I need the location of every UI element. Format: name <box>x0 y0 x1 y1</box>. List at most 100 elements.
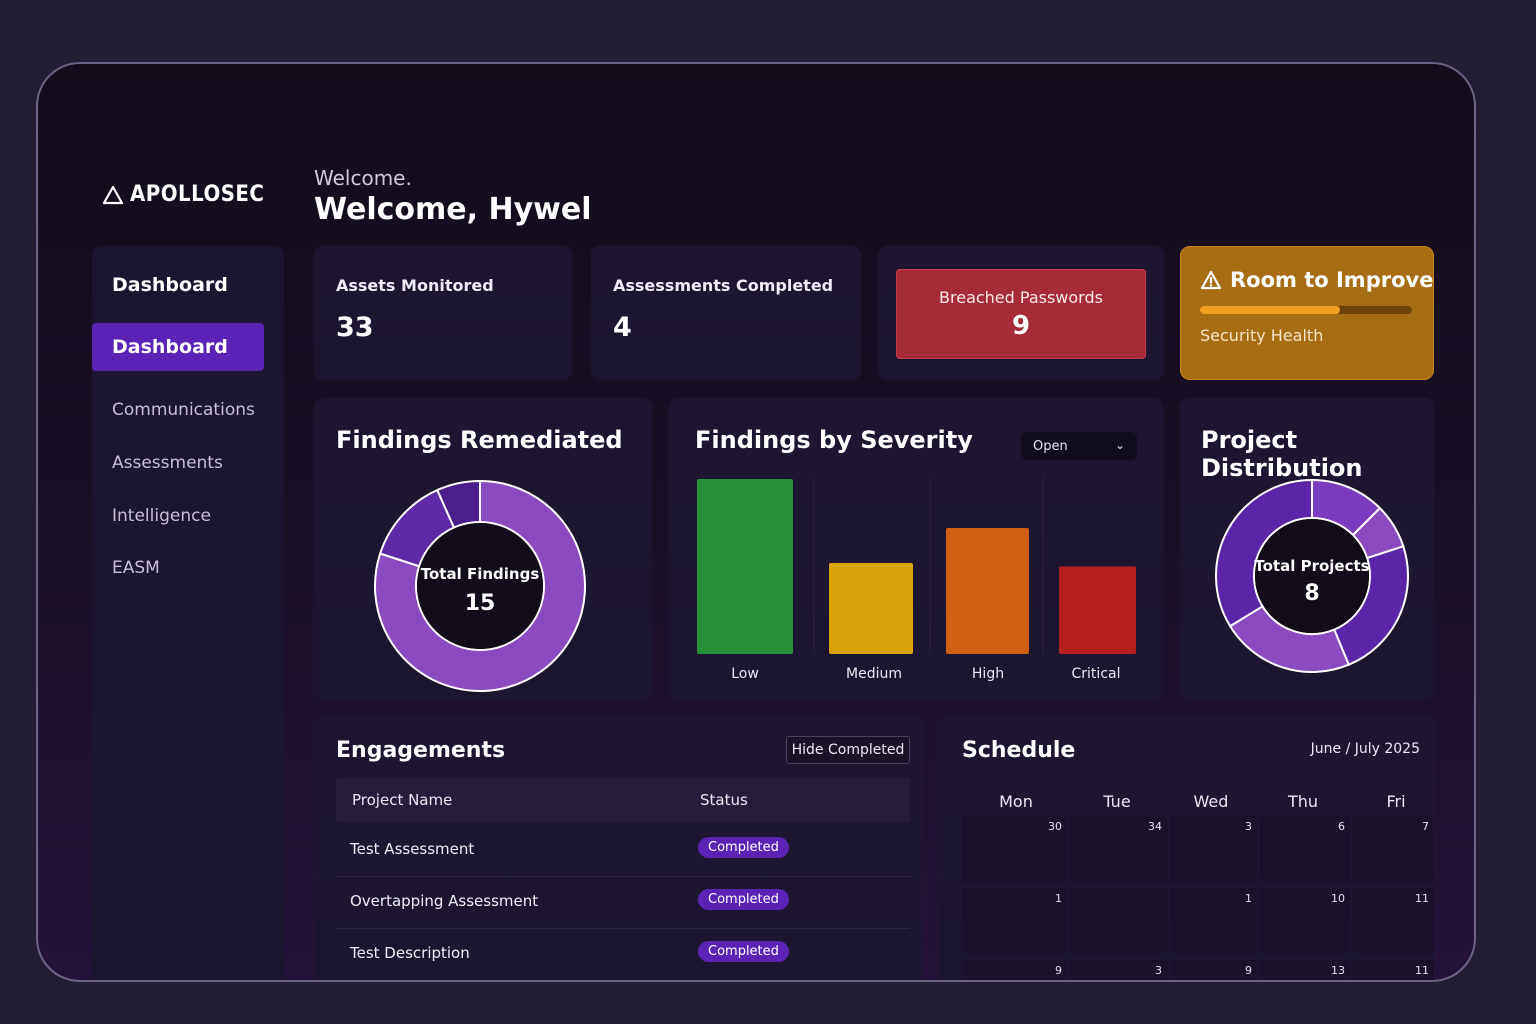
calendar-date: 3 <box>1155 964 1162 977</box>
calendar-date: 3 <box>1245 820 1252 833</box>
findings-remediated-donut: Total Findings 15 <box>374 479 586 692</box>
calendar-date: 13 <box>1331 964 1345 977</box>
calendar-day-cell[interactable]: 3 <box>1170 816 1257 882</box>
calendar-date: 11 <box>1415 892 1429 905</box>
bar-label-critical: Critical <box>1071 666 1121 682</box>
calendar-day-cell[interactable]: 3 <box>1070 960 1167 980</box>
calendar-day-cell[interactable]: 13 <box>1260 960 1350 980</box>
day-header-tue: Tue <box>1103 792 1131 811</box>
calendar-day-cell[interactable]: 30 <box>962 816 1067 882</box>
severity-bar-low[interactable] <box>697 479 793 654</box>
stat-card-assessments[interactable]: Assessments Completed 4 <box>591 246 861 380</box>
calendar-date: 34 <box>1148 820 1162 833</box>
column-header-status[interactable]: Status <box>700 791 748 809</box>
donut-slice-3[interactable] <box>435 479 481 529</box>
panel-title: Findings by Severity <box>695 426 973 454</box>
calendar-day-cell[interactable]: 6 <box>1260 816 1350 882</box>
calendar-day-cell[interactable]: 1 <box>962 888 1067 954</box>
security-health-label: Security Health <box>1200 326 1324 345</box>
day-header-thu: Thu <box>1287 792 1319 811</box>
donut-slice-5[interactable] <box>1215 478 1313 628</box>
hide-completed-button[interactable]: Hide Completed <box>786 736 910 764</box>
chevron-down-icon: ⌄ <box>1114 438 1125 452</box>
sidebar: Dashboard Dashboard Communications Asses… <box>92 246 284 980</box>
panel-title: Engagements <box>336 738 506 763</box>
stat-card-assets[interactable]: Assets Monitored 33 <box>314 246 572 380</box>
donut-slice-1[interactable] <box>374 479 586 692</box>
dropdown-value: Open <box>1033 438 1068 454</box>
calendar-date: 30 <box>1048 820 1062 833</box>
project-distribution-donut: Total Projects 8 <box>1215 478 1409 673</box>
calendar-day-cell[interactable]: 11 <box>1353 888 1434 954</box>
bar-label-high: High <box>971 666 1005 682</box>
table-row[interactable]: Test Description Completed <box>336 928 910 980</box>
security-health-bar-fill <box>1200 306 1340 314</box>
donut-hole <box>1255 519 1369 633</box>
calendar-day-cell[interactable]: 34 <box>1070 816 1167 882</box>
status-badge: Completed <box>698 837 789 858</box>
bar-label-medium: Medium <box>846 666 902 682</box>
engagements-card: Engagements Hide Completed Project Name … <box>314 716 922 980</box>
calendar-day-cell[interactable] <box>1070 888 1167 954</box>
panel-title: Schedule <box>962 738 1076 763</box>
sidebar-item-assessments[interactable]: Assessments <box>112 453 223 473</box>
project-name: Overtapping Assessment <box>350 892 539 910</box>
calendar-day-cell[interactable]: 9 <box>1170 960 1257 980</box>
panel-title: Project Distribution <box>1201 426 1363 482</box>
sidebar-item-easm[interactable]: EASM <box>112 558 160 578</box>
calendar-date: 9 <box>1055 964 1062 977</box>
donut-hole <box>417 523 543 649</box>
donut-center-label: Total Findings <box>421 565 540 583</box>
brand-logo[interactable]: APOLLOSEC <box>102 182 279 207</box>
project-distribution-card: Project Distribution Total Projects 8 <box>1180 398 1434 700</box>
bar-label-low: Low <box>731 666 759 682</box>
security-health-bar <box>1200 306 1412 314</box>
sidebar-item-intelligence[interactable]: Intelligence <box>112 506 211 526</box>
donut-center-value: 8 <box>1304 581 1319 606</box>
severity-bar-critical[interactable] <box>1059 566 1136 655</box>
calendar-day-cell[interactable]: 9 <box>962 960 1067 980</box>
security-health-card[interactable]: Room to Improve Security Health <box>1180 246 1434 380</box>
stat-label: Assessments Completed <box>613 276 834 295</box>
severity-bar-high[interactable] <box>946 528 1029 654</box>
stat-card-breached-passwords[interactable]: Breached Passwords 9 <box>878 246 1164 380</box>
severity-filter-dropdown[interactable]: Open ⌄ <box>1021 432 1137 460</box>
table-row[interactable]: Overtapping Assessment Completed <box>336 876 910 929</box>
sidebar-item-communications[interactable]: Communications <box>112 400 255 420</box>
column-header-project-name[interactable]: Project Name <box>352 791 453 809</box>
breached-passwords-alert: Breached Passwords 9 <box>896 269 1146 359</box>
sidebar-item-dashboard[interactable]: Dashboard <box>92 323 264 371</box>
calendar-date: 11 <box>1415 964 1429 977</box>
day-header-wed: Wed <box>1193 792 1229 811</box>
findings-remediated-card: Findings Remediated Total Findings 15 <box>314 398 652 700</box>
calendar-day-cell[interactable]: 11 <box>1353 960 1434 980</box>
table-row[interactable]: Test Assessment Completed <box>336 824 910 877</box>
warning-icon <box>1200 270 1222 290</box>
day-header-mon: Mon <box>999 792 1033 811</box>
table-header: Project Name Status <box>336 778 910 822</box>
findings-severity-card: Findings by Severity Open ⌄ Low Medium H… <box>669 398 1163 700</box>
stat-value: 9 <box>1011 311 1031 341</box>
security-health-title: Room to Improve <box>1200 268 1433 292</box>
calendar-date: 10 <box>1331 892 1345 905</box>
stat-value: 33 <box>336 312 374 343</box>
calendar-date: 6 <box>1338 820 1345 833</box>
calendar-date: 1 <box>1245 892 1252 905</box>
panel-title: Findings Remediated <box>336 426 623 454</box>
donut-center-label: Total Projects <box>1254 557 1369 575</box>
schedule-date-range: June / July 2025 <box>1310 741 1420 757</box>
calendar-day-cell[interactable]: 1 <box>1170 888 1257 954</box>
calendar-day-cell[interactable]: 10 <box>1260 888 1350 954</box>
app-window: APOLLOSEC Welcome. Welcome, Hywel Dashbo… <box>36 62 1476 982</box>
project-name: Test Assessment <box>350 840 475 858</box>
calendar-day-cell[interactable]: 7 <box>1353 816 1434 882</box>
sidebar-heading: Dashboard <box>112 274 228 296</box>
status-badge: Completed <box>698 941 789 962</box>
severity-bar-chart <box>697 476 1136 655</box>
page-title: Welcome, Hywel <box>314 192 592 227</box>
severity-bar-medium[interactable] <box>829 563 913 654</box>
calendar-date: 9 <box>1245 964 1252 977</box>
calendar-date: 1 <box>1055 892 1062 905</box>
warning-triangle-logo-icon <box>102 185 124 204</box>
stat-label: Assets Monitored <box>336 276 494 295</box>
